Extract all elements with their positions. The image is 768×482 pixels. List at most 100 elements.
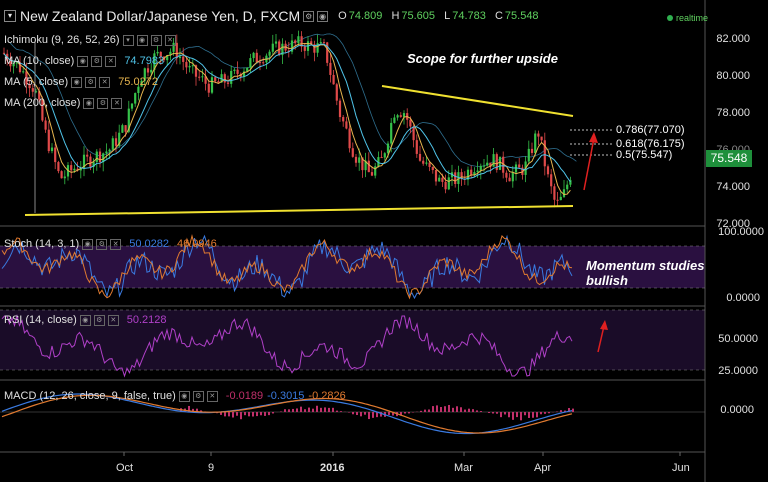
macd-histogram-bar <box>320 407 322 412</box>
macd-histogram-bar <box>256 412 258 417</box>
eye-icon[interactable]: ◉ <box>79 314 91 326</box>
candle-body <box>217 81 220 83</box>
eye-icon[interactable]: ◉ <box>82 238 94 250</box>
menu-icon[interactable]: ▾ <box>4 10 16 22</box>
macd-histogram-bar <box>404 412 406 414</box>
candle-body <box>246 67 249 72</box>
candle-body <box>278 41 281 56</box>
close-icon[interactable]: ✕ <box>99 76 111 88</box>
settings-icon[interactable]: ⚙ <box>150 34 162 46</box>
candle-body <box>374 166 377 176</box>
candle-body <box>281 43 284 56</box>
close-icon[interactable]: ✕ <box>110 238 122 250</box>
candle-body <box>495 154 498 170</box>
candle-body <box>236 69 239 74</box>
eye-icon[interactable]: ◉ <box>178 390 190 402</box>
ma10-value: 74.7983 <box>124 55 165 67</box>
ma-line <box>3 43 571 183</box>
macd-histogram-bar <box>248 412 250 417</box>
candle-body <box>566 184 569 190</box>
macd-histogram-bar <box>524 412 526 416</box>
candle-body <box>249 58 252 68</box>
price-tick: 82.000 <box>716 33 750 45</box>
legend-stoch[interactable]: Stoch (14, 3, 1) ◉ ⚙ ✕ 50.0282 46.0946 <box>4 238 217 250</box>
macd-histogram-bar <box>432 406 434 412</box>
candle-body <box>41 99 44 121</box>
fib-level-500: 0.5(75.547) <box>616 149 673 161</box>
macd-histogram-bar <box>328 407 330 412</box>
chevron-down-icon[interactable]: ▾ <box>122 34 134 46</box>
candle-body <box>18 62 22 73</box>
close-icon[interactable]: ✕ <box>206 390 218 402</box>
eye-icon[interactable]: ◉ <box>83 97 95 109</box>
symbol-title[interactable]: New Zealand Dollar/Japanese Yen, D, FXCM <box>20 8 301 24</box>
macd-histogram-bar <box>304 409 306 412</box>
legend-rsi[interactable]: RSI (14, close) ◉ ⚙ ✕ 50.2128 <box>4 314 167 326</box>
settings-icon[interactable]: ⚙ <box>96 238 108 250</box>
close-icon[interactable]: ✕ <box>105 55 117 67</box>
candle-body <box>143 68 146 81</box>
close-icon[interactable]: ✕ <box>107 314 119 326</box>
legend-ichimoku[interactable]: Ichimoku (9, 26, 52, 26) ▾ ◉ ⚙ ✕ <box>4 34 176 46</box>
ohlc-close-value: 75.548 <box>504 10 539 22</box>
macd-histogram-bar <box>252 412 254 417</box>
settings-icon[interactable]: ⚙ <box>303 10 315 22</box>
eye-icon[interactable]: ◉ <box>71 76 83 88</box>
candle-body <box>534 133 537 153</box>
candle-body <box>130 103 134 109</box>
candle-body <box>361 157 364 171</box>
candle-body <box>310 41 313 45</box>
candle-body <box>434 170 438 182</box>
settings-icon[interactable]: ⚙ <box>85 76 97 88</box>
legend-ma5[interactable]: MA (5, close) ◉ ⚙ ✕ 75.0272 <box>4 76 158 88</box>
candle-body <box>223 74 226 83</box>
candle-body <box>102 153 105 163</box>
legend-ma10[interactable]: MA (10, close) ◉ ⚙ ✕ 74.7983 <box>4 55 164 67</box>
settings-icon[interactable]: ⚙ <box>91 55 103 67</box>
macd-histogram-bar <box>544 412 546 414</box>
macd-histogram-bar <box>260 412 262 416</box>
macd-histogram-bar <box>324 407 326 412</box>
macd-histogram-bar <box>560 410 562 412</box>
candle-body <box>182 56 185 62</box>
macd-histogram-bar <box>292 408 294 412</box>
upper-trendline[interactable] <box>381 85 574 117</box>
macd-hist-value: -0.0189 <box>225 390 264 402</box>
candle-body <box>393 117 396 123</box>
macd-signal-line <box>1 394 573 434</box>
candle-body <box>335 84 338 101</box>
eye-icon[interactable]: ◉ <box>77 55 89 67</box>
candle-body <box>351 148 354 157</box>
eye-icon[interactable]: ◉ <box>317 10 329 22</box>
candle-body <box>31 88 34 92</box>
candle-body <box>431 166 434 171</box>
macd-histogram-bar <box>572 408 574 412</box>
close-icon[interactable]: ✕ <box>111 97 123 109</box>
macd-histogram-bar <box>464 409 466 412</box>
ichimoku-line <box>9 33 577 168</box>
legend-ma200[interactable]: MA (200, close) ◉ ⚙ ✕ <box>4 97 123 109</box>
price-tick: 72.000 <box>716 218 750 230</box>
candle-body <box>415 140 418 154</box>
settings-icon[interactable]: ⚙ <box>97 97 109 109</box>
candle-body <box>412 126 415 141</box>
candle-body <box>294 40 297 44</box>
ma5-label: MA (5, close) <box>4 76 69 88</box>
candle-body <box>175 42 178 59</box>
settings-icon[interactable]: ⚙ <box>192 390 204 402</box>
candle-body <box>156 51 159 54</box>
close-icon[interactable]: ✕ <box>164 34 176 46</box>
candle-body <box>316 43 319 53</box>
candle-body <box>521 167 524 175</box>
candle-body <box>214 77 217 82</box>
macd-histogram-bar <box>300 406 302 412</box>
legend-macd[interactable]: MACD (12, 26, close, 9, false, true) ◉ ⚙… <box>4 390 346 402</box>
eye-icon[interactable]: ◉ <box>136 34 148 46</box>
settings-icon[interactable]: ⚙ <box>93 314 105 326</box>
candle-body <box>441 177 444 182</box>
lower-trendline[interactable] <box>24 205 574 216</box>
macd-histogram-bar <box>368 412 370 420</box>
time-tick: Oct <box>116 462 134 474</box>
macd-histogram-bar <box>392 412 394 416</box>
